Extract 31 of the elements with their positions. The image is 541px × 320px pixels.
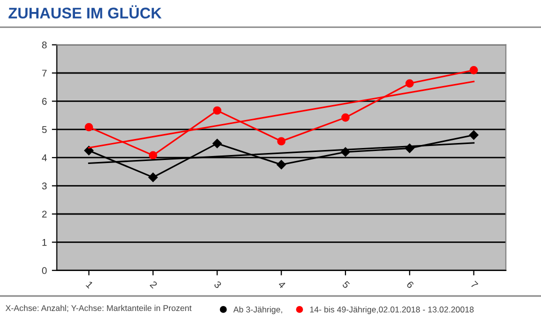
y-tick-label: 0 <box>42 267 47 274</box>
point <box>212 138 222 148</box>
text: X-Achse: Anzahl; Y-Achse: Marktanteile in Prozent <box>6 304 192 312</box>
point <box>84 122 94 132</box>
y-tick-label: 2 <box>42 210 47 218</box>
legend-label: 14- bis 49-Jährige,02.01.2018 - 13.02.20018 <box>310 306 474 314</box>
y-tick-label: 5 <box>42 126 47 134</box>
y-tick-label: 3 <box>42 182 47 190</box>
point <box>148 172 158 182</box>
x-tick-label: 4 <box>278 280 286 289</box>
point <box>469 130 478 140</box>
x-tick-label: 2 <box>150 280 158 289</box>
point <box>341 113 350 122</box>
chart-title: ZUHAUSE IM GLÜCK <box>8 5 162 18</box>
y-tick-label: 1 <box>42 239 47 246</box>
y-tick-label: 6 <box>42 98 47 105</box>
y-tick-label: 7 <box>42 70 47 77</box>
x-tick-label: 3 <box>214 280 222 289</box>
point <box>470 66 478 74</box>
point <box>148 151 158 160</box>
legend-label: Ab 3-Jährige, <box>233 306 282 314</box>
point <box>405 79 414 88</box>
point <box>276 160 286 170</box>
point <box>213 106 222 115</box>
x-tick-label: 1 <box>86 280 94 289</box>
y-tick-label: 4 <box>42 154 47 162</box>
x-tick-label: 5 <box>342 280 350 289</box>
x-tick-label: 6 <box>406 280 414 289</box>
point <box>277 137 286 146</box>
x-tick-label: 7 <box>470 280 478 289</box>
y-tick-label: 8 <box>42 42 47 48</box>
